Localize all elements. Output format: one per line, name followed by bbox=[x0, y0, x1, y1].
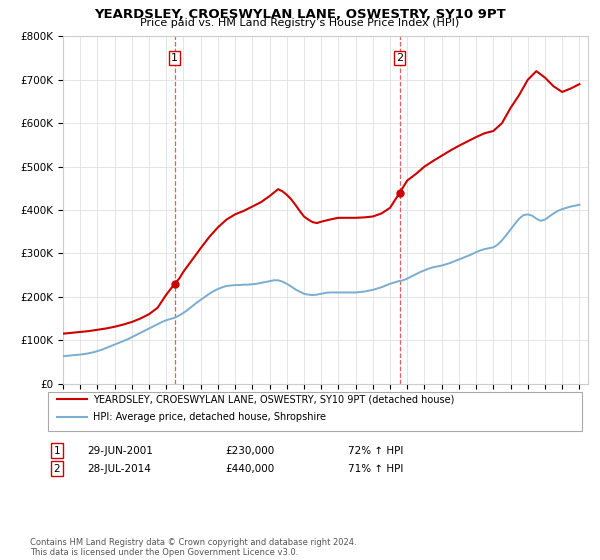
Text: £440,000: £440,000 bbox=[225, 464, 274, 474]
Text: Contains HM Land Registry data © Crown copyright and database right 2024.
This d: Contains HM Land Registry data © Crown c… bbox=[30, 538, 356, 557]
Text: £230,000: £230,000 bbox=[225, 446, 274, 456]
Text: YEARDSLEY, CROESWYLAN LANE, OSWESTRY, SY10 9PT: YEARDSLEY, CROESWYLAN LANE, OSWESTRY, SY… bbox=[94, 8, 506, 21]
Text: 71% ↑ HPI: 71% ↑ HPI bbox=[348, 464, 403, 474]
Text: 1: 1 bbox=[171, 53, 178, 63]
Text: YEARDSLEY, CROESWYLAN LANE, OSWESTRY, SY10 9PT (detached house): YEARDSLEY, CROESWYLAN LANE, OSWESTRY, SY… bbox=[93, 394, 454, 404]
Text: 29-JUN-2001: 29-JUN-2001 bbox=[87, 446, 153, 456]
Text: HPI: Average price, detached house, Shropshire: HPI: Average price, detached house, Shro… bbox=[93, 412, 326, 422]
Text: Price paid vs. HM Land Registry’s House Price Index (HPI): Price paid vs. HM Land Registry’s House … bbox=[140, 18, 460, 28]
Text: 72% ↑ HPI: 72% ↑ HPI bbox=[348, 446, 403, 456]
Text: 1: 1 bbox=[53, 446, 61, 456]
Text: 2: 2 bbox=[53, 464, 61, 474]
Text: 28-JUL-2014: 28-JUL-2014 bbox=[87, 464, 151, 474]
Text: 2: 2 bbox=[396, 53, 403, 63]
